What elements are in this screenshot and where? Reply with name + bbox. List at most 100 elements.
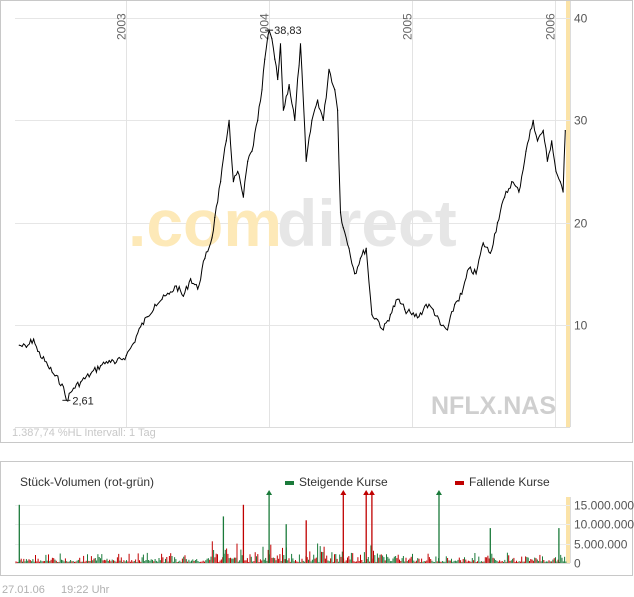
price-point — [271, 38, 273, 40]
price-point — [337, 109, 339, 111]
price-y-tick-label: 20 — [574, 217, 588, 231]
price-point — [475, 273, 477, 275]
volume-title: Stück-Volumen (rot-grün) — [20, 475, 154, 489]
price-point — [175, 285, 177, 287]
price-point — [536, 140, 539, 142]
price-point — [489, 252, 491, 254]
low-value-label: 2,61 — [72, 395, 93, 407]
volume-y-tick-labels: 15.000.000 10.000.000 5.000.000 0 — [574, 499, 634, 571]
price-point — [204, 257, 206, 259]
year-label: 2006 — [544, 13, 558, 40]
legend-rising-label: Steigende Kurse — [299, 475, 388, 489]
price-point — [220, 181, 222, 183]
price-point — [305, 160, 307, 162]
volume-y-tick-label: 10.000.000 — [574, 518, 634, 532]
volume-grid — [15, 505, 570, 545]
price-point — [264, 58, 266, 60]
price-point — [114, 363, 116, 365]
price-point — [564, 130, 566, 132]
year-label: 2003 — [115, 13, 129, 40]
volume-bars — [15, 490, 567, 563]
watermark-dotcom: .com — [128, 186, 282, 260]
price-point — [100, 365, 102, 367]
volume-y-tick-label: 0 — [574, 557, 581, 571]
price-point — [468, 268, 470, 270]
price-point — [511, 181, 513, 183]
price-point — [432, 308, 434, 311]
price-point — [25, 346, 27, 348]
volume-panel-frame — [0, 461, 633, 576]
price-point — [282, 109, 284, 111]
price-point — [359, 257, 361, 259]
price-points — [18, 29, 566, 401]
price-point — [18, 344, 20, 346]
high-value-label: 38,83 — [274, 25, 302, 37]
price-point — [322, 119, 324, 121]
legend-falling: Fallende Kurse — [455, 475, 550, 489]
price-point — [354, 273, 356, 275]
overflow-arrow — [340, 490, 347, 495]
price-point — [299, 43, 302, 45]
price-point — [257, 119, 259, 121]
price-point — [182, 295, 184, 297]
price-point — [377, 319, 379, 321]
watermark-direct: direct — [277, 186, 457, 260]
high-annotation: 38,83 — [265, 25, 302, 37]
price-point — [446, 329, 449, 331]
price-point — [288, 84, 290, 86]
price-point — [90, 373, 92, 375]
price-point — [518, 191, 520, 193]
price-point — [559, 181, 561, 183]
price-point — [72, 387, 75, 389]
price-point — [504, 196, 506, 198]
price-point — [47, 365, 49, 367]
footer-date: 27.01.06 — [2, 584, 45, 596]
price-point — [551, 140, 553, 142]
price-point — [382, 329, 384, 331]
price-point — [279, 43, 282, 45]
price-point — [247, 160, 249, 162]
year-label: 2004 — [258, 13, 272, 40]
price-point — [439, 324, 441, 326]
price-point — [37, 350, 39, 352]
price-point — [411, 314, 413, 316]
overflow-arrow — [435, 490, 442, 495]
price-point — [334, 89, 336, 91]
price-point — [108, 360, 110, 362]
volume-y-tick-label: 5.000.000 — [574, 538, 628, 552]
price-point — [397, 298, 399, 300]
footer-time: 19:22 Uhr — [61, 584, 110, 596]
overflow-arrow — [368, 490, 375, 495]
price-point — [525, 150, 527, 152]
symbol-label: NFLX.NAS — [431, 392, 556, 420]
price-point — [555, 170, 557, 173]
overflow-arrow — [363, 490, 370, 495]
price-point — [425, 303, 427, 305]
legend-rising-swatch — [285, 481, 294, 485]
price-grid — [15, 18, 570, 326]
price-point — [277, 78, 279, 81]
price-point — [546, 160, 549, 162]
price-y-tick-label: 40 — [574, 12, 588, 26]
price-point — [348, 247, 350, 249]
price-point — [418, 316, 420, 318]
low-annotation: 2,61 — [62, 395, 94, 407]
price-y-tick-labels: 10 20 30 40 — [574, 12, 588, 333]
price-point — [211, 237, 213, 239]
price-point — [132, 342, 135, 344]
highlight-band — [566, 1, 570, 427]
interval-info: 1.387,74 %HL Intervall: 1 Tag — [12, 427, 156, 439]
price-point — [404, 308, 406, 311]
price-point — [125, 354, 127, 357]
price-point — [339, 211, 342, 213]
price-point — [342, 227, 344, 229]
price-point — [242, 196, 244, 198]
price-point — [311, 119, 313, 121]
price-panel-frame — [0, 0, 633, 443]
price-point — [389, 314, 391, 316]
price-point — [214, 216, 216, 219]
price-point — [168, 293, 170, 295]
price-point — [154, 303, 156, 305]
price-point — [147, 316, 149, 318]
